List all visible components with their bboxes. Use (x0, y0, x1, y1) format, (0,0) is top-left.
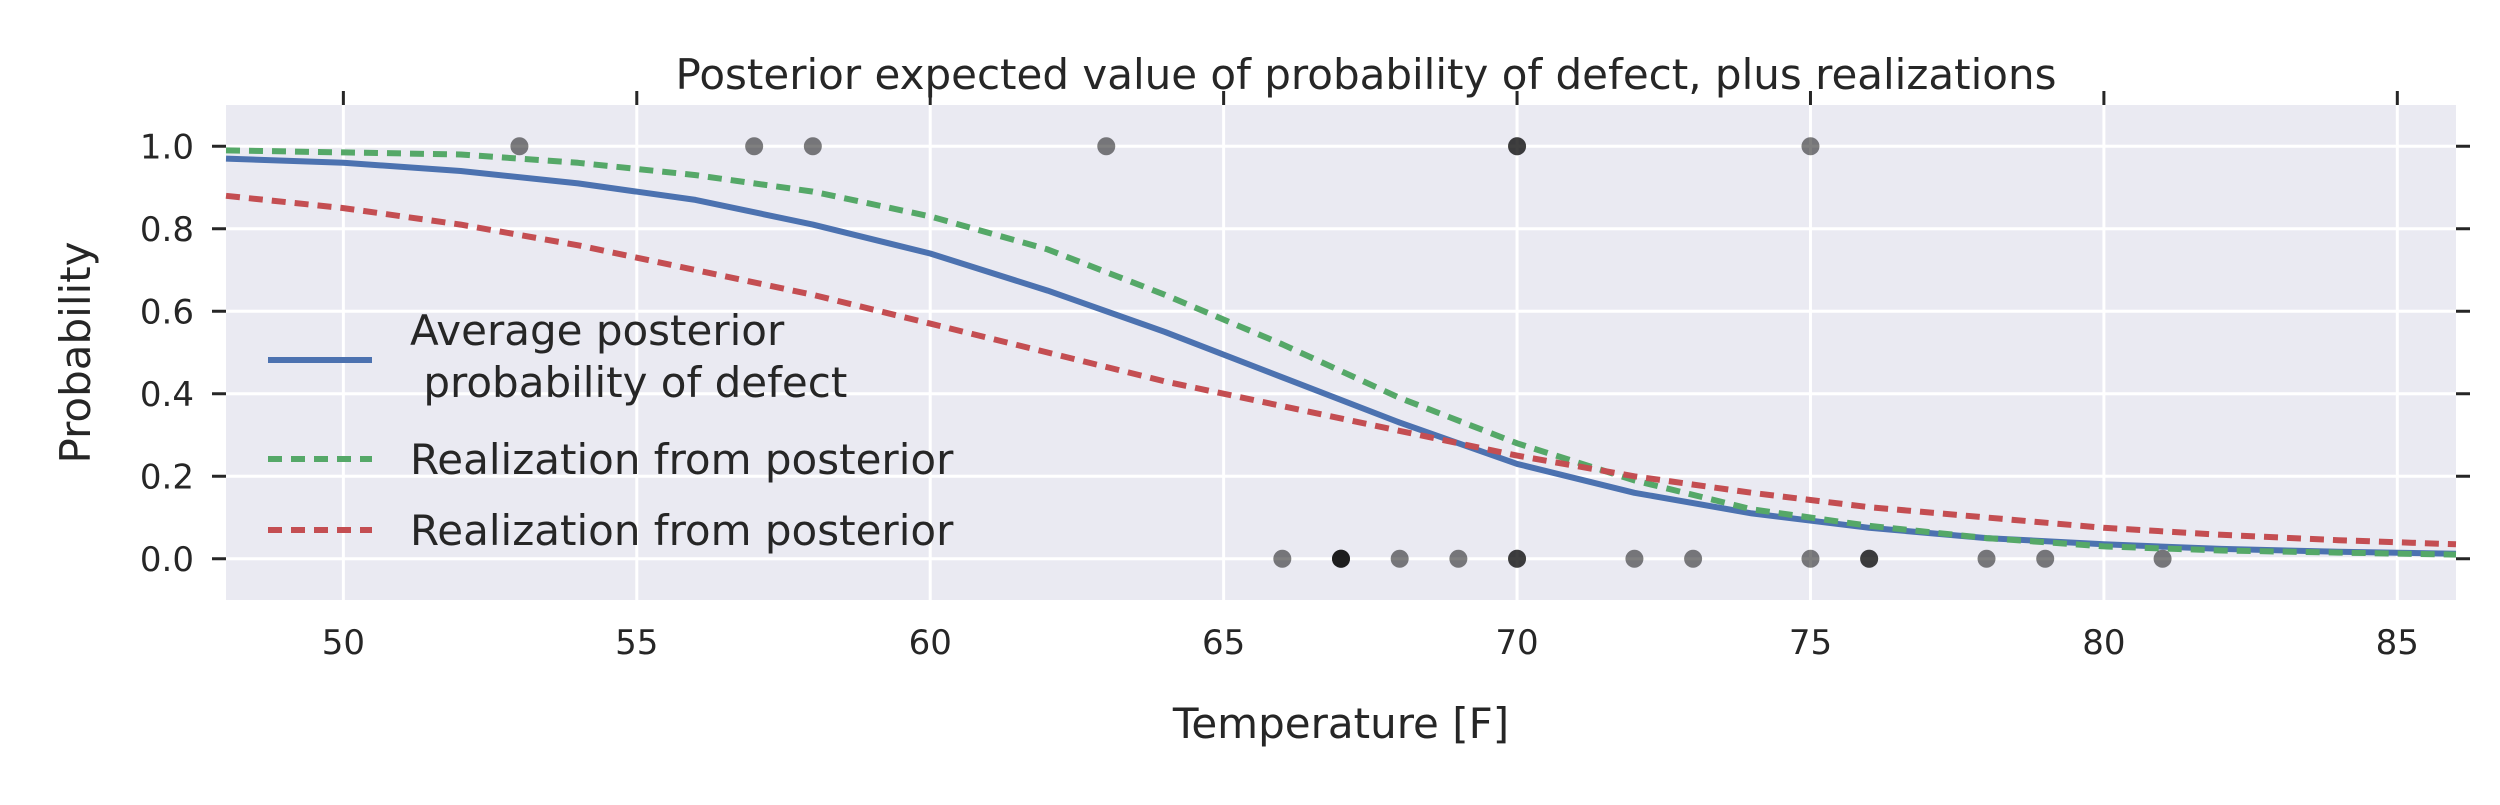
legend-label-1: Average posterior probability of defect (410, 306, 847, 407)
series-line-3 (225, 192, 2457, 548)
legend-label-3: Realization from posterior (410, 506, 954, 555)
y-tick-label: 0.2 (140, 457, 194, 497)
observation-point (1860, 549, 1879, 568)
observation-point (803, 137, 822, 156)
x-tick-label: 85 (2376, 623, 2419, 663)
y-tick-label: 0.8 (140, 210, 194, 250)
observation-point (1332, 549, 1350, 568)
x-tick-label: 65 (1202, 623, 1245, 663)
observation-point (1097, 137, 1116, 156)
observation-points (510, 137, 2172, 568)
series-line-2 (225, 147, 2457, 558)
x-tick-label: 80 (2082, 623, 2125, 663)
observation-point (2036, 549, 2055, 568)
observation-point (1508, 137, 1527, 156)
axis-ticks: 50 55 60 65 70 75 80 85 0.0 0.2 0.4 0.6 0.8 1.0 (140, 91, 2470, 663)
grid (226, 105, 2456, 600)
observation-point (1625, 549, 1644, 568)
observation-point (510, 137, 529, 156)
y-tick-label: 0.0 (140, 540, 194, 580)
observation-point (1449, 549, 1468, 568)
observation-point (745, 137, 764, 156)
observation-point (1977, 549, 1996, 568)
y-tick-label: 0.6 (140, 292, 194, 332)
chart-title: Posterior expected value of probability … (676, 50, 2057, 99)
x-tick-label: 75 (1789, 623, 1832, 663)
y-tick-label: 0.4 (140, 375, 194, 415)
x-tick-label: 70 (1495, 623, 1538, 663)
legend: Average posterior probability of defect R… (268, 306, 954, 555)
observation-point (1801, 549, 1820, 568)
y-tick-label: 1.0 (140, 127, 194, 167)
observation-point (1801, 137, 1820, 156)
observation-point (1390, 549, 1409, 568)
series-lines (225, 147, 2457, 558)
x-axis-label: Temperature [F] (1172, 699, 1509, 748)
x-tick-label: 60 (909, 623, 952, 663)
x-tick-label: 50 (322, 623, 365, 663)
observation-point (1508, 549, 1527, 568)
x-tick-label: 55 (615, 623, 658, 663)
observation-point (1273, 549, 1292, 568)
legend-label-2: Realization from posterior (410, 435, 954, 484)
y-axis-label: Probability (51, 241, 100, 463)
observation-point (1684, 549, 1703, 568)
observation-point (2153, 549, 2172, 568)
